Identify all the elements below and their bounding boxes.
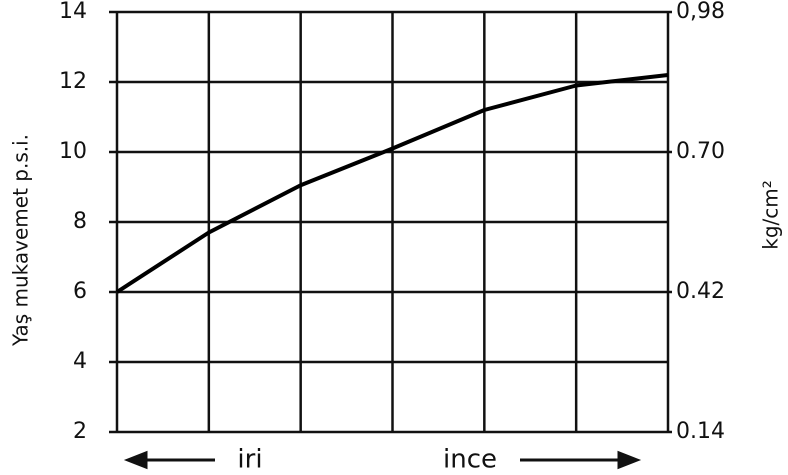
y2-tick-label: 0.70	[676, 139, 725, 164]
y-axis-label: Yaş mukavemet p.s.i.	[9, 134, 33, 347]
data-line	[115, 73, 669, 294]
y-tick-label: 4	[73, 349, 87, 374]
arrow-left	[123, 450, 215, 470]
y-tick-label: 10	[59, 139, 87, 164]
y-tick-label: 6	[73, 279, 87, 304]
y-tick-label: 8	[73, 209, 87, 234]
y2-tick-label: 0,98	[676, 0, 725, 24]
x-label: iri	[237, 445, 262, 475]
arrow-right	[520, 450, 642, 470]
y2-tick-label: 0.14	[676, 419, 725, 444]
y-tick-label: 2	[73, 419, 87, 444]
x-label: ince	[443, 445, 497, 475]
y-tick-label: 12	[59, 69, 87, 94]
y-tick-label: 14	[59, 0, 87, 24]
y2-tick-label: 0.42	[676, 279, 725, 304]
y2-axis-label: kg/cm²	[759, 180, 783, 250]
